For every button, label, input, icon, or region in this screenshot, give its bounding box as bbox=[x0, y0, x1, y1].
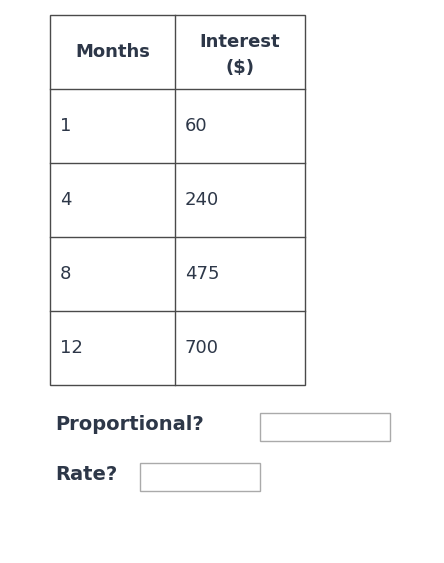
Text: ($): ($) bbox=[226, 59, 254, 77]
Text: 240: 240 bbox=[185, 191, 219, 209]
Text: 4: 4 bbox=[60, 191, 71, 209]
Bar bbox=[260, 413, 390, 441]
Text: 12: 12 bbox=[60, 339, 83, 357]
Text: 60: 60 bbox=[185, 117, 208, 135]
Text: 1: 1 bbox=[60, 117, 71, 135]
Text: Proportional?: Proportional? bbox=[55, 415, 204, 435]
Text: 475: 475 bbox=[185, 265, 219, 283]
Text: Rate?: Rate? bbox=[55, 466, 117, 485]
Bar bbox=[50, 15, 305, 385]
Bar bbox=[140, 463, 260, 491]
Text: Interest: Interest bbox=[200, 33, 280, 51]
Text: 8: 8 bbox=[60, 265, 71, 283]
Text: Months: Months bbox=[75, 43, 150, 61]
Text: 700: 700 bbox=[185, 339, 219, 357]
